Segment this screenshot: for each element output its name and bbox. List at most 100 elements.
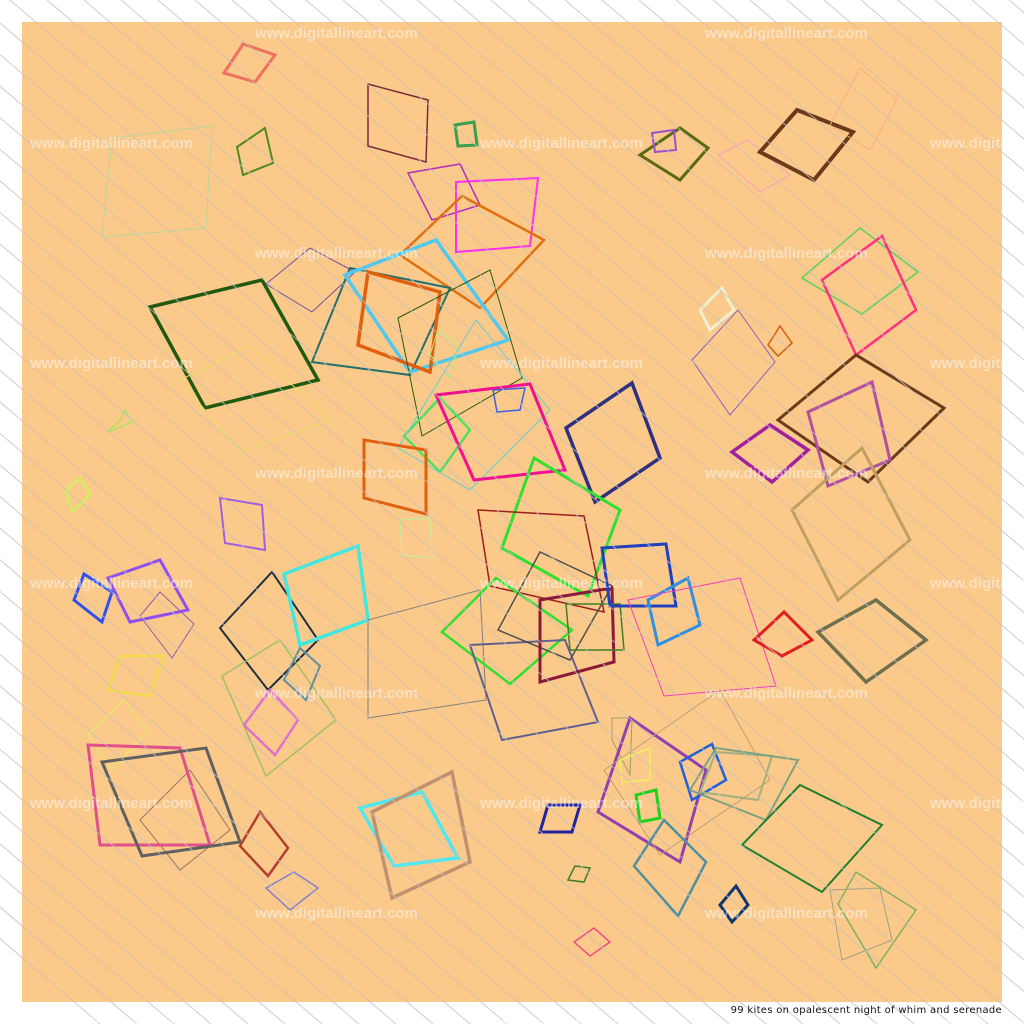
watermark-text: www.digitallineart.com bbox=[255, 245, 418, 262]
kite-32 bbox=[775, 353, 947, 484]
kite-5 bbox=[453, 120, 479, 148]
hatch-line bbox=[0, 180, 989, 1024]
kite-72 bbox=[603, 689, 771, 856]
kite-78 bbox=[537, 803, 583, 834]
kite-20 bbox=[397, 269, 523, 437]
hatch-line bbox=[83, 0, 1024, 803]
hatch-line bbox=[0, 274, 878, 1024]
kite-1 bbox=[221, 42, 278, 84]
watermark-text: www.digitallineart.com bbox=[255, 905, 418, 922]
watermark-text: www.digitallineart.com bbox=[30, 575, 193, 592]
kite-58 bbox=[367, 589, 487, 719]
kite-16 bbox=[179, 345, 331, 453]
kite-8 bbox=[398, 194, 547, 310]
kite-35 bbox=[790, 445, 912, 603]
kite-26 bbox=[563, 380, 663, 505]
watermark-text: www.digitallineart.com bbox=[480, 1015, 643, 1024]
hatch-line bbox=[453, 0, 1024, 488]
kite-39 bbox=[477, 509, 605, 613]
hatch-line bbox=[0, 369, 767, 1024]
kite-79 bbox=[566, 865, 592, 883]
kite-13 bbox=[829, 67, 898, 151]
watermark-text: www.digitallineart.com bbox=[705, 685, 868, 702]
kite-52 bbox=[282, 646, 322, 702]
kite-86 bbox=[829, 887, 893, 961]
watermark-text: www.digitallineart.com bbox=[930, 795, 1024, 812]
hatch-line bbox=[0, 464, 656, 1024]
kite-84 bbox=[815, 597, 929, 685]
kite-85 bbox=[837, 870, 918, 970]
kite-38 bbox=[500, 455, 622, 599]
kite-41 bbox=[107, 408, 134, 433]
kite-68 bbox=[596, 715, 708, 865]
artwork-caption: 99 kites on opalescent night of whim and… bbox=[730, 1005, 1002, 1016]
hatch-line bbox=[0, 780, 286, 1024]
kite-11 bbox=[717, 139, 791, 193]
hatch-line bbox=[416, 0, 1024, 519]
kite-70 bbox=[678, 742, 728, 802]
hatch-line bbox=[0, 716, 360, 1024]
watermark-text: www.digitallineart.com bbox=[930, 1015, 1024, 1024]
kite-82 bbox=[369, 769, 472, 901]
watermark-text: www.digitallineart.com bbox=[480, 135, 643, 152]
hatch-line bbox=[0, 685, 397, 1024]
kite-4 bbox=[101, 125, 213, 238]
kite-17 bbox=[310, 266, 452, 377]
watermark-text: www.digitallineart.com bbox=[30, 135, 193, 152]
hatch-line bbox=[675, 0, 1024, 298]
kite-74 bbox=[688, 746, 800, 822]
kite-7 bbox=[455, 176, 540, 254]
hatch-line bbox=[0, 559, 545, 1024]
hatch-line bbox=[0, 211, 952, 1024]
kite-25 bbox=[492, 387, 526, 413]
kite-29 bbox=[767, 324, 793, 358]
kite-67 bbox=[611, 717, 633, 777]
hatch-line bbox=[157, 0, 1024, 740]
kite-61 bbox=[496, 551, 614, 661]
kite-64 bbox=[600, 542, 678, 608]
kite-57 bbox=[264, 871, 320, 911]
kite-23 bbox=[397, 319, 551, 491]
kite-30 bbox=[800, 227, 920, 315]
watermark-text: www.digitallineart.com bbox=[705, 905, 868, 922]
watermark-text: www.digitallineart.com bbox=[255, 685, 418, 702]
watermark-text: www.digitallineart.com bbox=[705, 465, 868, 482]
kite-48 bbox=[106, 655, 166, 698]
kite-44 bbox=[105, 558, 191, 624]
kite-40 bbox=[218, 496, 267, 552]
hatch-line bbox=[0, 590, 508, 1024]
hatch-line bbox=[749, 0, 1024, 235]
hatch-line bbox=[120, 0, 1024, 772]
watermark-text: www.digitallineart.com bbox=[930, 135, 1024, 152]
kite-56 bbox=[238, 809, 290, 878]
kite-80 bbox=[572, 927, 612, 957]
hatch-line bbox=[0, 843, 212, 1024]
kite-37 bbox=[399, 517, 433, 559]
kite-76 bbox=[740, 783, 884, 894]
hatch-line bbox=[268, 0, 1024, 645]
watermark-text: www.digitallineart.com bbox=[30, 795, 193, 812]
kite-75 bbox=[632, 818, 708, 919]
kite-49 bbox=[87, 699, 149, 771]
hatch-line bbox=[0, 622, 471, 1024]
watermark-text: www.digitallineart.com bbox=[255, 25, 418, 42]
kite-66 bbox=[627, 577, 777, 697]
watermark-text: www.digitallineart.com bbox=[480, 795, 643, 812]
watermark-text: www.digitallineart.com bbox=[255, 465, 418, 482]
hatch-line bbox=[0, 306, 841, 1024]
watermark-text: www.digitallineart.com bbox=[30, 1015, 193, 1024]
kite-45 bbox=[139, 591, 195, 659]
hatch-line bbox=[0, 432, 693, 1024]
hatch-line bbox=[638, 0, 1024, 330]
kite-34 bbox=[806, 379, 892, 489]
hatch-line bbox=[9, 0, 1024, 866]
kite-18 bbox=[342, 237, 511, 375]
hatch-line bbox=[0, 243, 915, 1024]
hatch-line bbox=[194, 0, 1024, 709]
hatch-line bbox=[0, 748, 323, 1024]
kite-33 bbox=[729, 422, 811, 485]
